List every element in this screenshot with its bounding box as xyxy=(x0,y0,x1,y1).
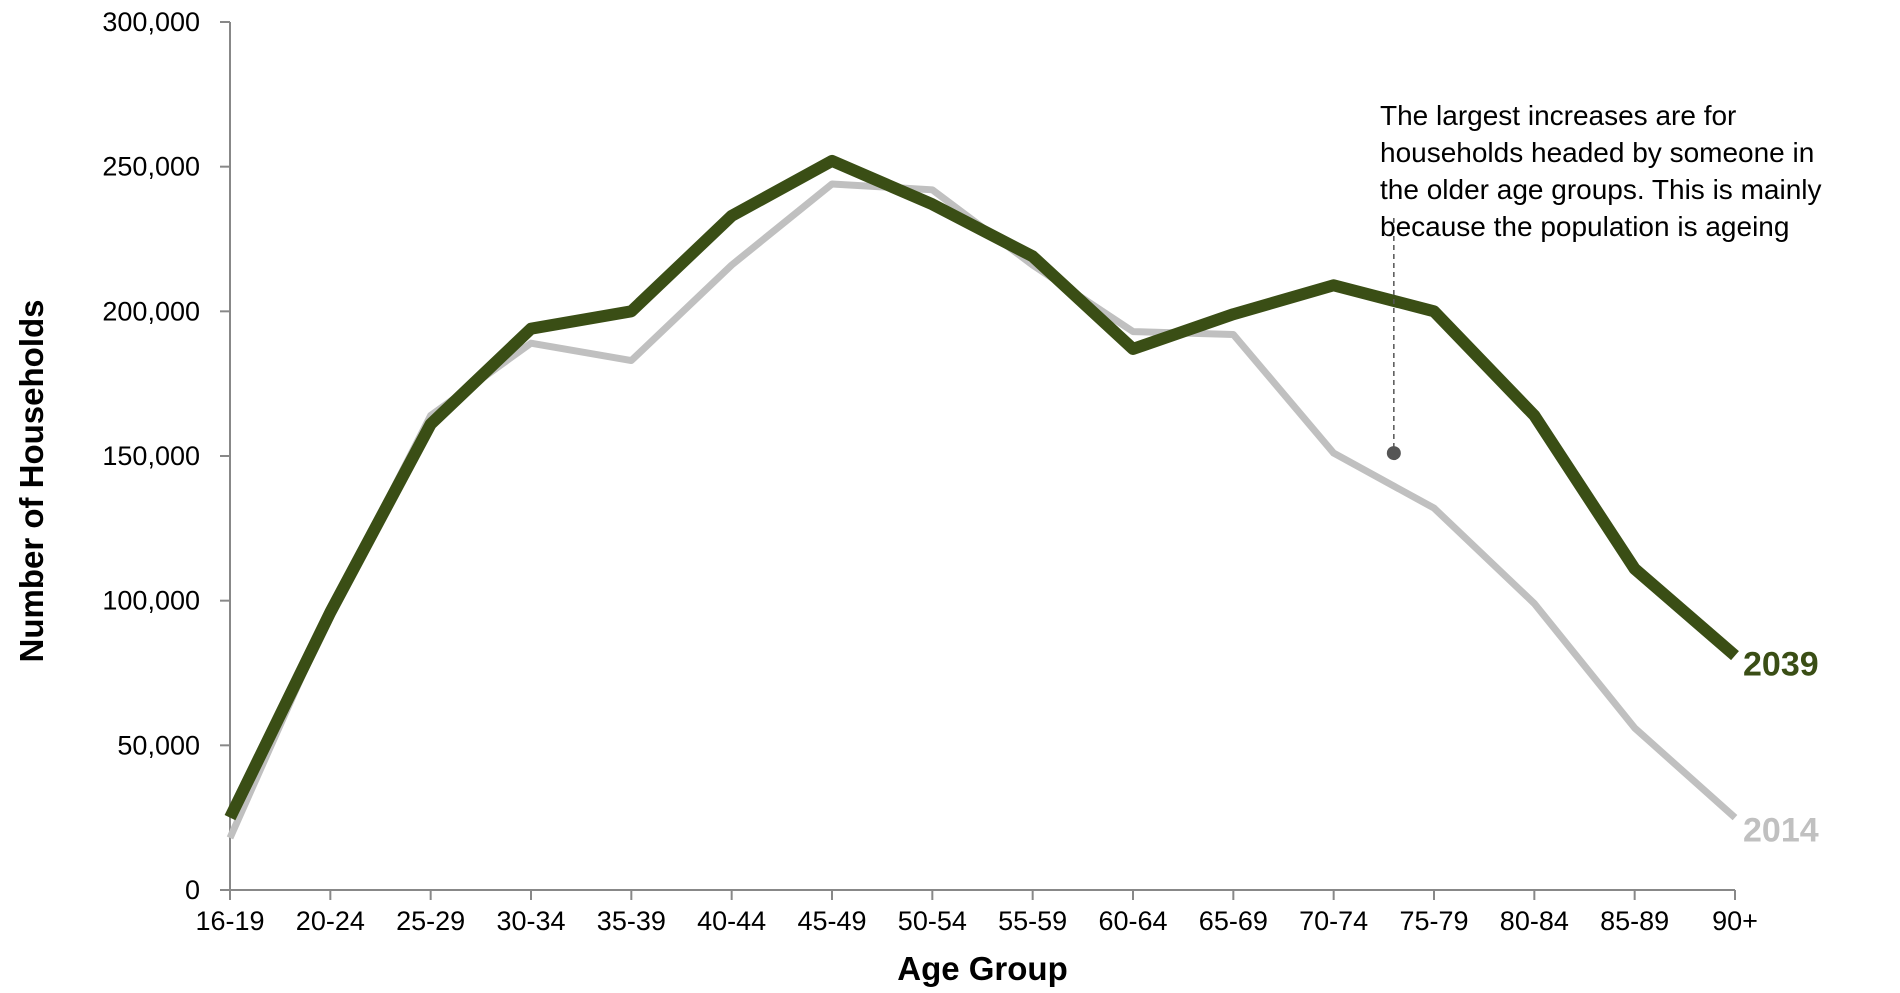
series-label-2014: 2014 xyxy=(1743,812,1819,850)
x-tick-label: 40-44 xyxy=(697,906,766,936)
x-axis: 16-19 20-24 25-29 30-34 35-39 40-44 45-49 50-54… xyxy=(195,889,1758,936)
x-tick-label: 65-69 xyxy=(1199,906,1268,936)
y-tick-label: 50,000 xyxy=(117,730,200,760)
x-tick-label: 50-54 xyxy=(898,906,967,936)
x-tick-label: 35-39 xyxy=(597,906,666,936)
x-axis-title: Age Group xyxy=(897,950,1068,987)
x-tick-label: 60-64 xyxy=(1098,906,1167,936)
x-tick-label: 75-79 xyxy=(1399,906,1468,936)
series-2039: 2039 xyxy=(224,154,1819,821)
y-tick-label: 300,000 xyxy=(102,7,200,37)
series-2014: 2014 xyxy=(226,180,1819,850)
y-tick-label: 100,000 xyxy=(102,586,200,616)
x-tick-label: 25-29 xyxy=(396,906,465,936)
x-tick-label: 45-49 xyxy=(797,906,866,936)
annotation: The largest increases are for households … xyxy=(1380,100,1822,461)
series-label-2039: 2039 xyxy=(1743,646,1819,684)
x-tick-label: 70-74 xyxy=(1299,906,1368,936)
annotation-text-line: The largest increases are for xyxy=(1380,100,1736,131)
x-tick-label: 90+ xyxy=(1712,906,1758,936)
y-axis-title: Number of Households xyxy=(13,299,50,662)
x-tick-label: 30-34 xyxy=(496,906,565,936)
x-tick-label: 16-19 xyxy=(195,906,264,936)
y-tick-label: 0 xyxy=(185,875,200,905)
annotation-marker xyxy=(1386,446,1401,461)
x-tick-label: 85-89 xyxy=(1600,906,1669,936)
y-axis: 0 50,000 100,000 150,000 200,000 250,000 300,0… xyxy=(102,7,231,905)
series-line-2014 xyxy=(226,180,1738,840)
y-tick-label: 200,000 xyxy=(102,296,200,326)
y-tick-label: 150,000 xyxy=(102,441,200,471)
x-tick-label: 20-24 xyxy=(296,906,365,936)
annotation-text-line: households headed by someone in xyxy=(1380,137,1814,168)
x-tick-label: 80-84 xyxy=(1500,906,1569,936)
series-line-2039 xyxy=(224,154,1739,821)
y-tick-label: 250,000 xyxy=(102,152,200,182)
annotation-text-line: because the population is ageing xyxy=(1380,211,1789,242)
series-layer: 2014 2039 xyxy=(224,154,1819,850)
x-tick-label: 55-59 xyxy=(998,906,1067,936)
annotation-text-line: the older age groups. This is mainly xyxy=(1380,174,1822,205)
